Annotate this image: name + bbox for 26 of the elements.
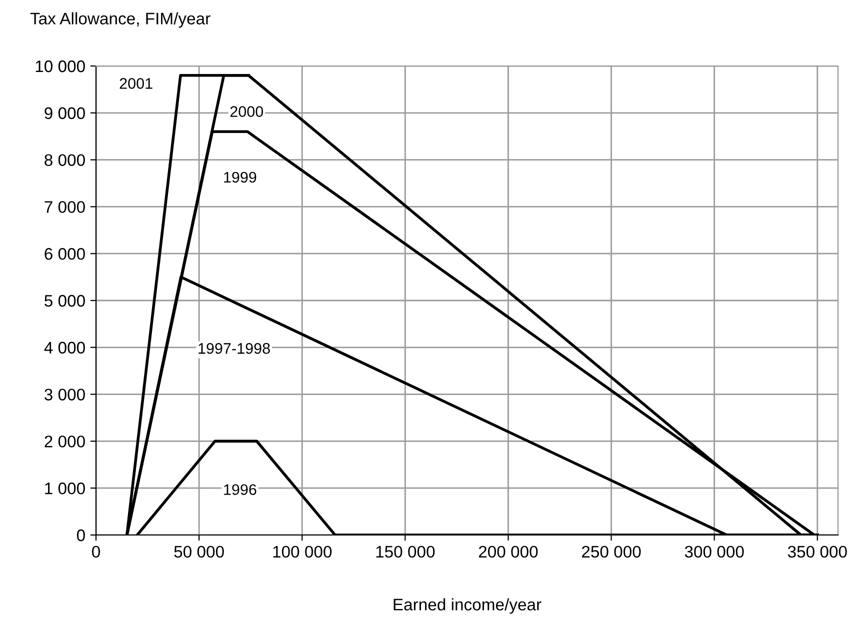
series-label: 1997-1998 bbox=[198, 343, 270, 354]
y-tick-label: 8 000 bbox=[44, 154, 85, 166]
series-label: 1999 bbox=[224, 172, 256, 183]
x-tick-label: 150 000 bbox=[376, 546, 435, 558]
y-tick-label: 0 bbox=[76, 529, 85, 542]
x-tick-label: 100 000 bbox=[273, 546, 332, 558]
y-tick-label: 1 000 bbox=[45, 482, 85, 494]
x-tick-label: 50 000 bbox=[174, 546, 224, 558]
y-axis-title: Tax Allowance, FIM/year bbox=[30, 12, 210, 28]
y-tick-label: 2 000 bbox=[44, 436, 85, 448]
series-label: 1996 bbox=[224, 484, 256, 496]
x-tick-label: 200 000 bbox=[478, 546, 538, 558]
y-tick-label: 6 000 bbox=[44, 248, 85, 260]
y-tick-label: 10 000 bbox=[36, 60, 85, 72]
y-tick-label: 7 000 bbox=[44, 201, 85, 213]
series-label: 2001 bbox=[120, 78, 152, 89]
x-tick-label: 0 bbox=[92, 546, 100, 558]
x-tick-label: 350 000 bbox=[788, 546, 847, 558]
y-tick-label: 4 000 bbox=[44, 342, 85, 354]
x-axis-title: Earned income/year bbox=[394, 598, 542, 614]
x-tick-label: 250 000 bbox=[582, 546, 641, 558]
y-tick-label: 3 000 bbox=[44, 388, 85, 401]
y-tick-label: 9 000 bbox=[44, 107, 85, 120]
x-tick-label: 300 000 bbox=[684, 546, 744, 558]
series-label: 2000 bbox=[230, 106, 264, 117]
y-tick-label: 5 000 bbox=[44, 294, 85, 307]
